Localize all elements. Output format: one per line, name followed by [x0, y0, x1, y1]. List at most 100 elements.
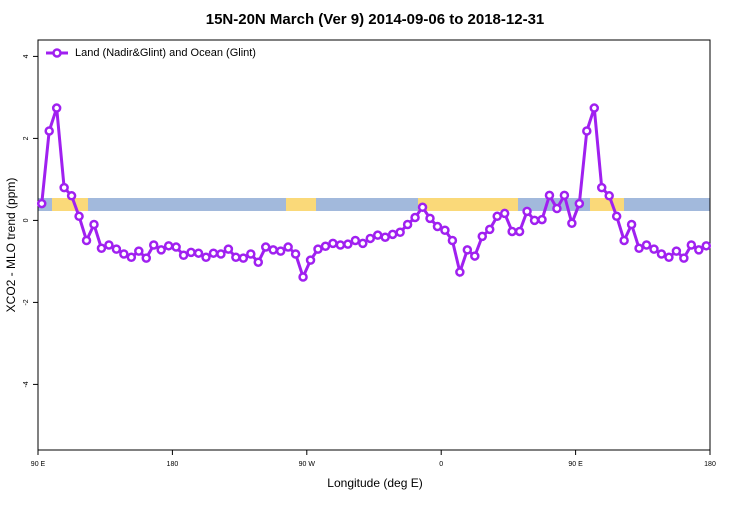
y-axis-label: XCO2 - MLO trend (ppm) — [4, 178, 18, 313]
ocean-band — [38, 198, 710, 211]
data-point — [246, 249, 256, 259]
x-tick-label: 90 E — [31, 461, 46, 468]
data-point — [447, 235, 458, 246]
data-point — [611, 211, 622, 222]
data-point — [387, 229, 398, 240]
data-point — [365, 233, 376, 244]
data-point — [283, 242, 293, 252]
data-point — [395, 227, 405, 238]
data-point — [343, 239, 353, 249]
data-point — [36, 198, 47, 209]
data-point — [552, 203, 562, 214]
data-point — [514, 226, 525, 237]
data-point — [216, 249, 226, 259]
data-point — [499, 208, 510, 219]
plot-frame — [37, 39, 711, 451]
data-point — [305, 255, 316, 265]
data-point — [679, 253, 689, 263]
data-point — [163, 241, 174, 251]
data-point — [268, 245, 278, 255]
data-point — [492, 211, 502, 222]
x-tick-label: 0 — [439, 461, 443, 468]
data-point — [544, 190, 555, 201]
data-point — [81, 235, 92, 246]
x-tick-label: 90 E — [568, 461, 583, 468]
x-tick-label: 180 — [704, 461, 716, 468]
y-tick-label: 0 — [23, 218, 30, 222]
legend-marker — [52, 48, 62, 58]
chart-title: 15N-20N March (Ver 9) 2014-09-06 to 2018… — [206, 11, 545, 28]
x-tick-label: 90 W — [299, 461, 316, 468]
data-point — [275, 246, 286, 256]
data-point — [223, 244, 234, 254]
y-tick-label: 4 — [23, 54, 30, 58]
data-point — [298, 272, 308, 282]
data-point — [328, 238, 338, 249]
data-point — [208, 248, 219, 258]
land-band — [286, 198, 316, 211]
data-point — [51, 103, 62, 113]
data-point — [290, 249, 301, 259]
data-point — [574, 198, 585, 209]
data-point — [148, 240, 159, 250]
data-point — [74, 211, 84, 222]
data-point — [320, 241, 331, 251]
data-point — [484, 224, 495, 235]
data-point — [335, 240, 346, 250]
data-point — [671, 246, 682, 256]
legend-label: Land (Nadir&Glint) and Ocean (Glint) — [75, 47, 256, 59]
data-point — [589, 103, 600, 113]
data-point — [260, 242, 271, 252]
data-point — [596, 182, 607, 193]
x-tick-label: 180 — [167, 461, 179, 468]
data-point — [455, 267, 465, 277]
data-point — [186, 247, 196, 258]
data-point — [604, 191, 614, 201]
data-point — [664, 252, 674, 263]
data-point — [89, 219, 99, 230]
data-point — [178, 250, 189, 260]
data-point — [380, 232, 390, 242]
data-point — [619, 235, 629, 246]
land-mask-band — [38, 198, 710, 211]
data-point — [134, 246, 144, 256]
data-point — [141, 253, 152, 263]
y-tick-label: 2 — [23, 136, 30, 140]
data-point — [193, 248, 204, 258]
data-point — [582, 126, 592, 136]
data-point — [372, 230, 383, 240]
data-point — [231, 252, 241, 263]
data-point — [567, 218, 577, 229]
data-point — [111, 244, 122, 254]
data-point — [470, 251, 480, 261]
data-point — [559, 190, 570, 201]
data-point — [156, 245, 166, 255]
data-point — [238, 253, 249, 263]
data-point — [96, 243, 107, 254]
data-point — [171, 242, 181, 252]
data-point — [358, 238, 368, 249]
data-point — [417, 202, 428, 213]
data-point — [537, 214, 547, 225]
data-point — [104, 240, 114, 250]
data-point — [119, 249, 129, 259]
land-band — [418, 198, 518, 211]
data-point — [529, 215, 540, 226]
data-point — [634, 243, 644, 254]
data-point — [59, 182, 69, 193]
data-point — [522, 206, 532, 217]
land-band — [52, 198, 88, 211]
data-point — [126, 252, 137, 263]
y-tick-label: -2 — [23, 299, 30, 305]
data-point — [440, 225, 450, 235]
data-point — [253, 257, 264, 267]
data-point — [350, 235, 361, 246]
data-point — [44, 126, 54, 136]
data-point — [313, 244, 323, 254]
data-point — [432, 221, 443, 232]
y-tick-label: -4 — [23, 381, 30, 387]
data-point — [462, 245, 473, 255]
land-band — [590, 198, 624, 211]
data-point — [686, 240, 697, 250]
